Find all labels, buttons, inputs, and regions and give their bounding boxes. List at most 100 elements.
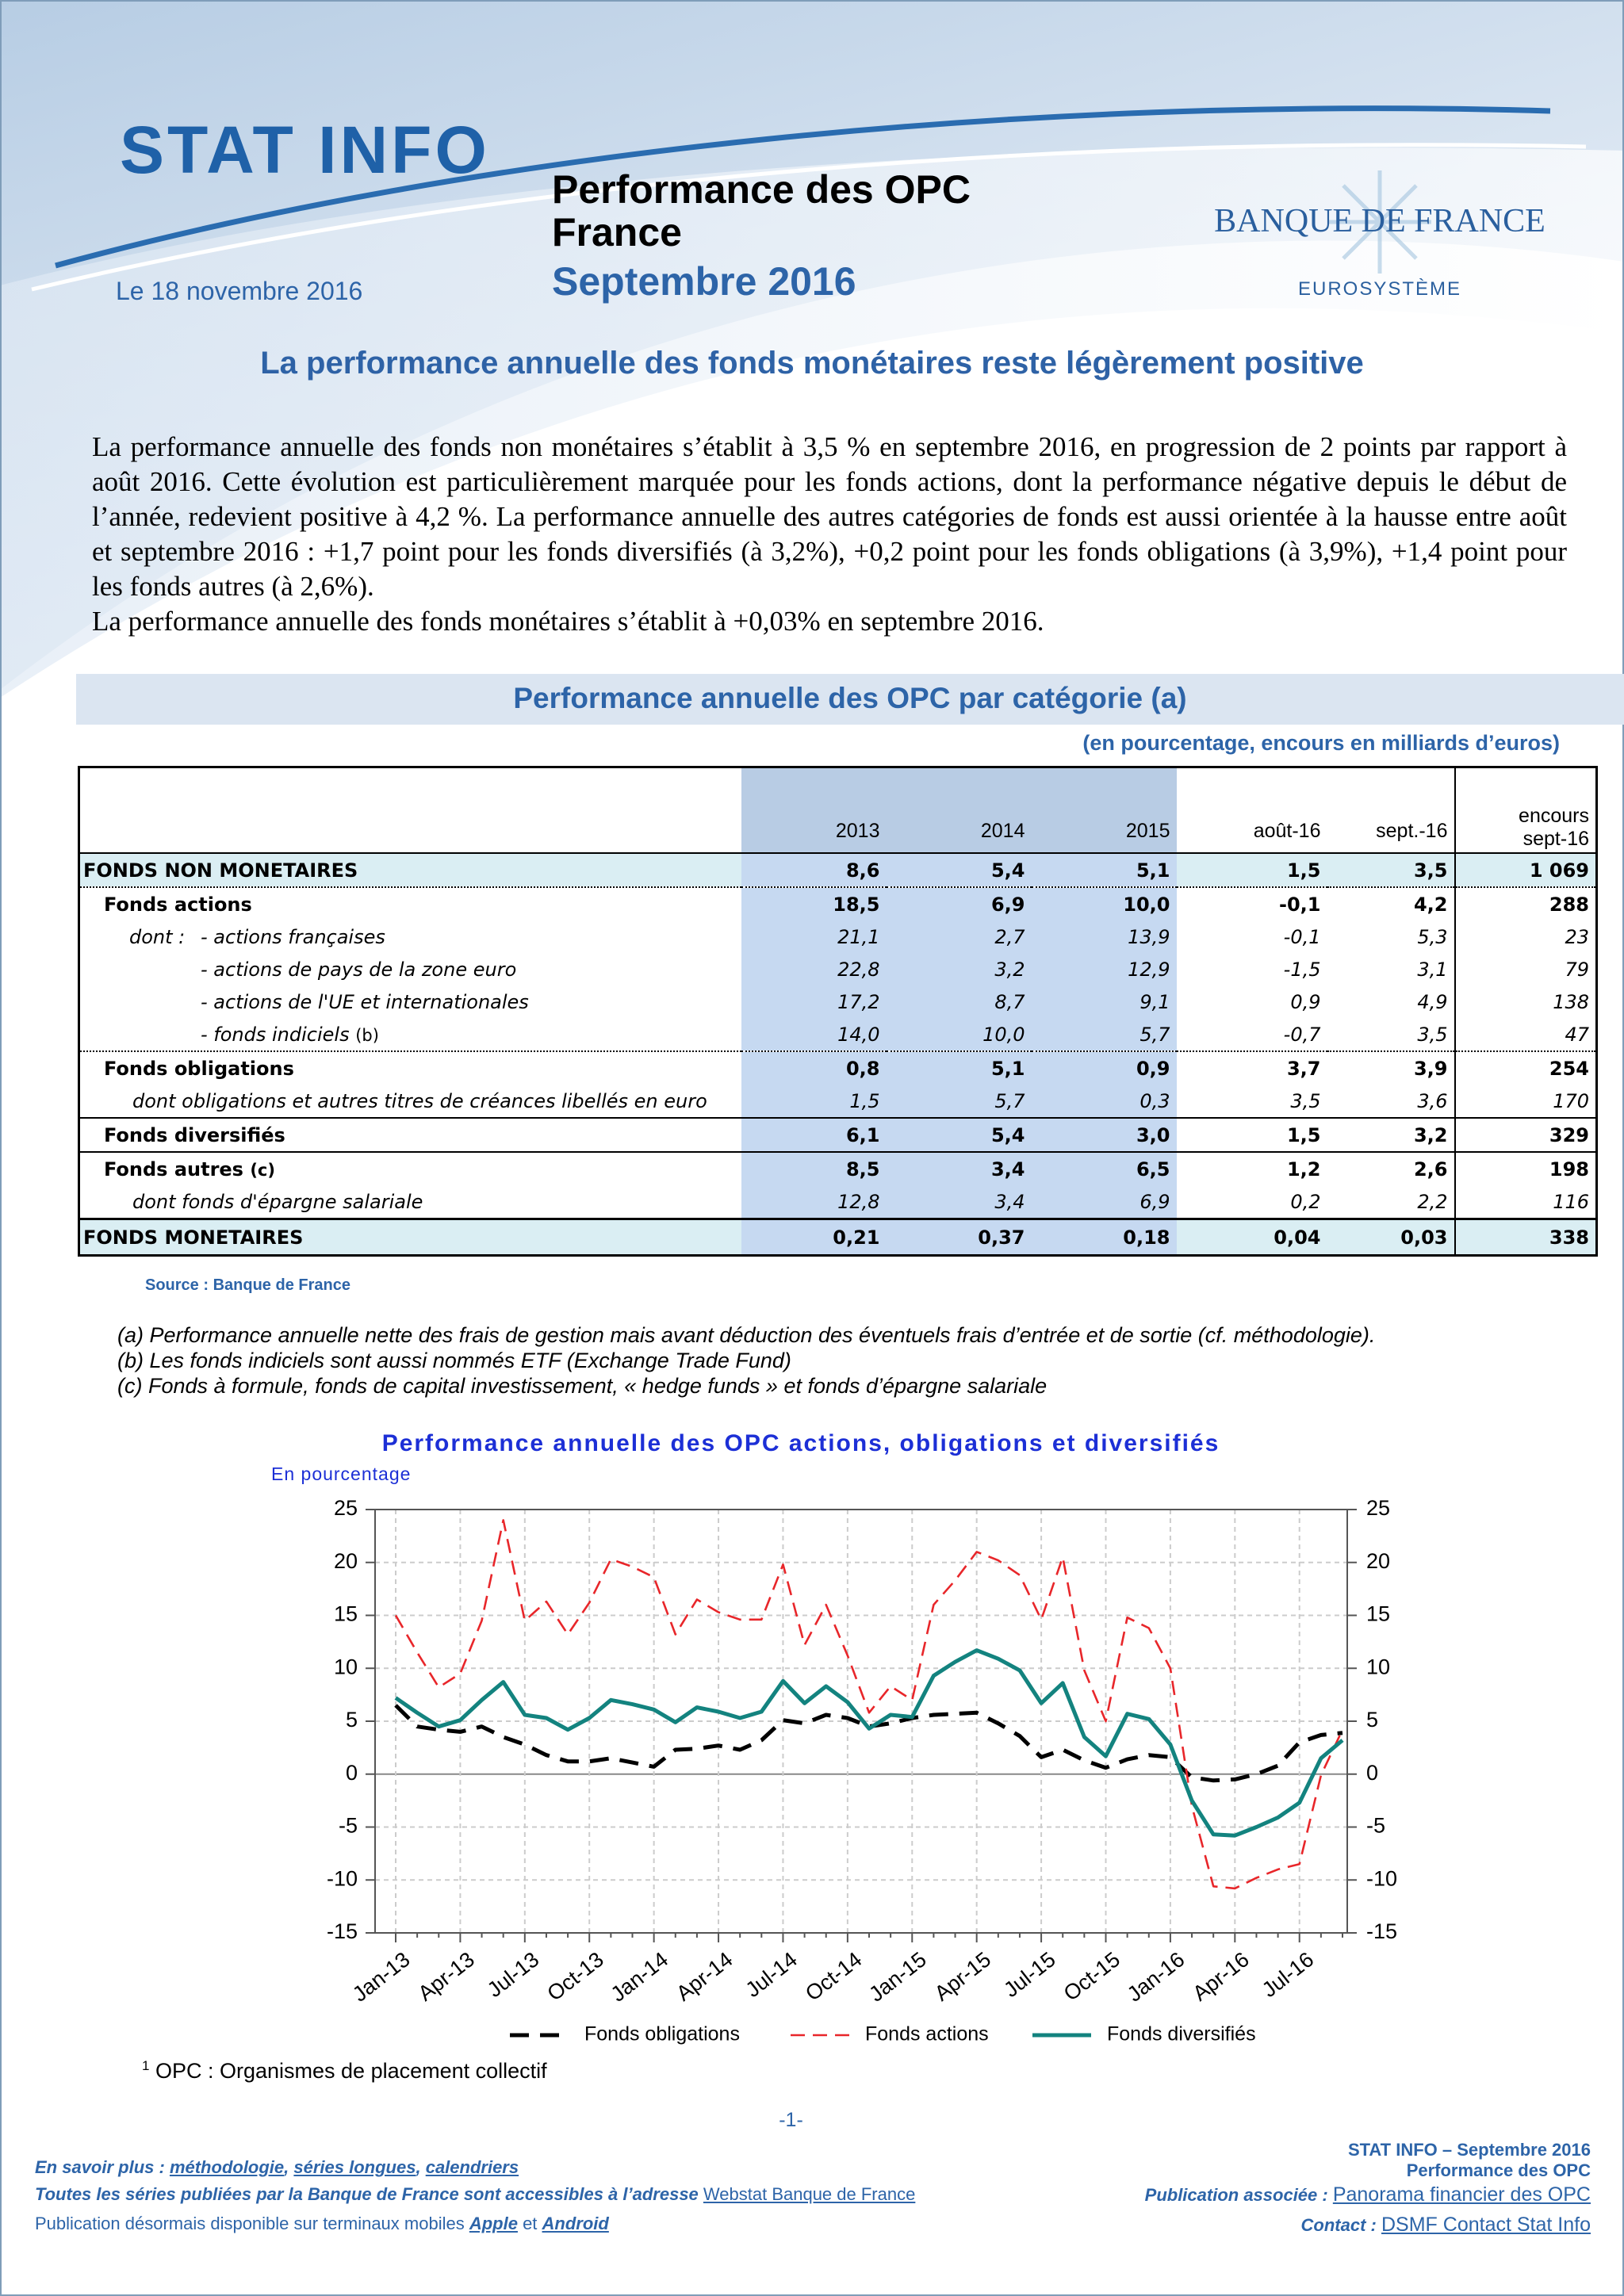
cell: 5,7 — [1031, 1018, 1177, 1052]
cell: 3,4 — [886, 1152, 1032, 1185]
x-tick-label: Jul-14 — [741, 1947, 802, 2002]
notes: (a) Performance annuelle nette des frais… — [117, 1322, 1375, 1399]
cell: 0,3 — [1031, 1085, 1177, 1119]
cell: 3,2 — [1327, 1118, 1456, 1153]
cell: 3,2 — [886, 953, 1032, 985]
y-tick-label: -5 — [339, 1814, 358, 1838]
cell: 47 — [1454, 1018, 1597, 1052]
bank-subtitle: EUROSYSTÈME — [1298, 278, 1461, 300]
y2-tick-label: -5 — [1366, 1814, 1385, 1838]
footer-link[interactable]: calendriers — [425, 2157, 519, 2177]
table-row: dont fonds d'épargne salariale 12,8 3,4 6,9… — [79, 1185, 1597, 1220]
cell: 10,0 — [886, 1018, 1032, 1052]
y2-tick-label: 5 — [1366, 1708, 1378, 1732]
cell: 3,5 — [1327, 1018, 1456, 1052]
row-label-text: dont obligations et autres titres de cré… — [132, 1089, 707, 1112]
y-tick-label: 5 — [346, 1708, 358, 1732]
footer-text: Publication associée : — [1144, 2185, 1333, 2205]
table-title-band — [76, 674, 1624, 725]
cell: 8,5 — [741, 1152, 887, 1185]
cell: 170 — [1454, 1085, 1597, 1119]
cell: 1,5 — [741, 1085, 887, 1119]
cell: 2,2 — [1327, 1185, 1456, 1220]
table-title: Performance annuelle des OPC par catégor… — [513, 682, 1187, 714]
plot-frame — [374, 1509, 1348, 1934]
x-tick-label: Jul-15 — [999, 1947, 1059, 2002]
row-label-text: FONDS MONETAIRES — [83, 1226, 304, 1249]
y2-tick-label: 20 — [1366, 1549, 1390, 1573]
cell: 338 — [1454, 1219, 1597, 1256]
cell: 3,7 — [1286, 1057, 1321, 1080]
footer-line: Performance des OPC — [1407, 2160, 1591, 2181]
footer-line: STAT INFO – Septembre 2016 — [1348, 2140, 1591, 2160]
footer-line: Contact : DSMF Contact Stat Info — [1301, 2214, 1591, 2237]
footer-text: , — [416, 2157, 426, 2177]
row-label-text: FONDS NON MONETAIRES — [83, 859, 358, 882]
table-row: - actions de l'UE et internationales 17,2… — [79, 985, 1597, 1018]
cell: 5,1 — [1031, 853, 1177, 888]
cell: 23 — [1565, 925, 1589, 948]
cell: 1 069 — [1454, 853, 1597, 888]
x-tick-label: Apr-16 — [1188, 1947, 1253, 2006]
bank-emblem — [1328, 170, 1431, 274]
cell: 3,0 — [1031, 1118, 1177, 1153]
cell: 12,8 — [741, 1185, 887, 1220]
cell: 0,8 — [741, 1051, 887, 1085]
y-tick-label: 20 — [334, 1549, 358, 1573]
row-label: dont : - actions françaises — [79, 920, 741, 953]
table-row: - fonds indiciels (b) 14,0 10,0 5,7 -0,7 3,5 4… — [79, 1018, 1597, 1052]
row-label: Fonds autres (c) — [79, 1152, 741, 1185]
footer-link[interactable]: Apple — [469, 2214, 518, 2233]
paragraph: La performance annuelle des fonds non mo… — [92, 431, 1567, 602]
footer-link[interactable]: séries longues — [293, 2157, 416, 2177]
footer-text: et — [517, 2214, 542, 2233]
row-prefix: dont : — [129, 925, 186, 948]
row-label-text: - actions françaises — [201, 925, 385, 948]
cell: -1,5 — [1283, 958, 1321, 981]
footer-link[interactable]: DSMF Contact Stat Info — [1381, 2214, 1591, 2236]
row-note: (b) — [355, 1025, 379, 1045]
series-line — [394, 1519, 1344, 1890]
cell: 6,9 — [886, 887, 1032, 920]
column-header: sept.-16 — [1327, 767, 1456, 854]
x-tick-label: Oct-13 — [542, 1947, 607, 2006]
cell: 5,4 — [886, 853, 1032, 888]
cell: -0,1 — [1283, 925, 1321, 948]
cell: 5,7 — [886, 1085, 1032, 1119]
cell: 3,5 — [1327, 853, 1456, 888]
cell: 8,7 — [886, 985, 1032, 1018]
cell: 0,04 — [1176, 1219, 1327, 1256]
cell: 79 — [1565, 958, 1589, 981]
cell: 5,3 — [1327, 920, 1456, 953]
y-tick-label: 10 — [334, 1655, 358, 1678]
y2-tick-label: -10 — [1366, 1866, 1397, 1890]
footer-link[interactable]: Android — [542, 2214, 609, 2233]
y2-tick-label: 10 — [1366, 1655, 1390, 1678]
row-label: - fonds indiciels (b) — [79, 1018, 741, 1052]
table-row: FONDS MONETAIRES 0,21 0,37 0,18 0,04 0,03 338 — [79, 1219, 1597, 1256]
footer-line: En savoir plus : méthodologie, séries lo… — [35, 2157, 519, 2178]
row-label: dont fonds d'épargne salariale — [79, 1185, 741, 1220]
footer-text: Toutes les séries publiées par la Banque… — [35, 2184, 703, 2204]
cell: 5,1 — [886, 1051, 1032, 1085]
table-row: Fonds autres (c) 8,5 3,4 6,5 1,2 2,6 198 — [79, 1152, 1597, 1185]
cell: -0,1 — [1279, 893, 1321, 916]
row-label-text: dont fonds d'épargne salariale — [132, 1190, 423, 1213]
header-swoosh-light — [0, 147, 1624, 698]
cell: 21,1 — [741, 920, 887, 953]
footer-link[interactable]: Panorama financier des OPC — [1332, 2183, 1591, 2206]
cell: 1,2 — [1286, 1158, 1321, 1181]
x-tick-label: Jan-16 — [1123, 1947, 1189, 2006]
cell: 8,6 — [741, 853, 887, 888]
row-label-text: - actions de pays de la zone euro — [201, 958, 517, 981]
cell: 138 — [1553, 990, 1589, 1013]
row-label: Fonds diversifiés — [79, 1118, 741, 1153]
footer-link[interactable]: Webstat Banque de France — [703, 2184, 916, 2204]
column-header-line: encours — [1519, 805, 1589, 827]
footer-line: Publication désormais disponible sur ter… — [35, 2214, 609, 2234]
bank-name: BANQUE DE FRANCE — [1214, 203, 1545, 239]
cell: 5,4 — [886, 1118, 1032, 1153]
footer-link[interactable]: méthodologie — [169, 2157, 285, 2177]
